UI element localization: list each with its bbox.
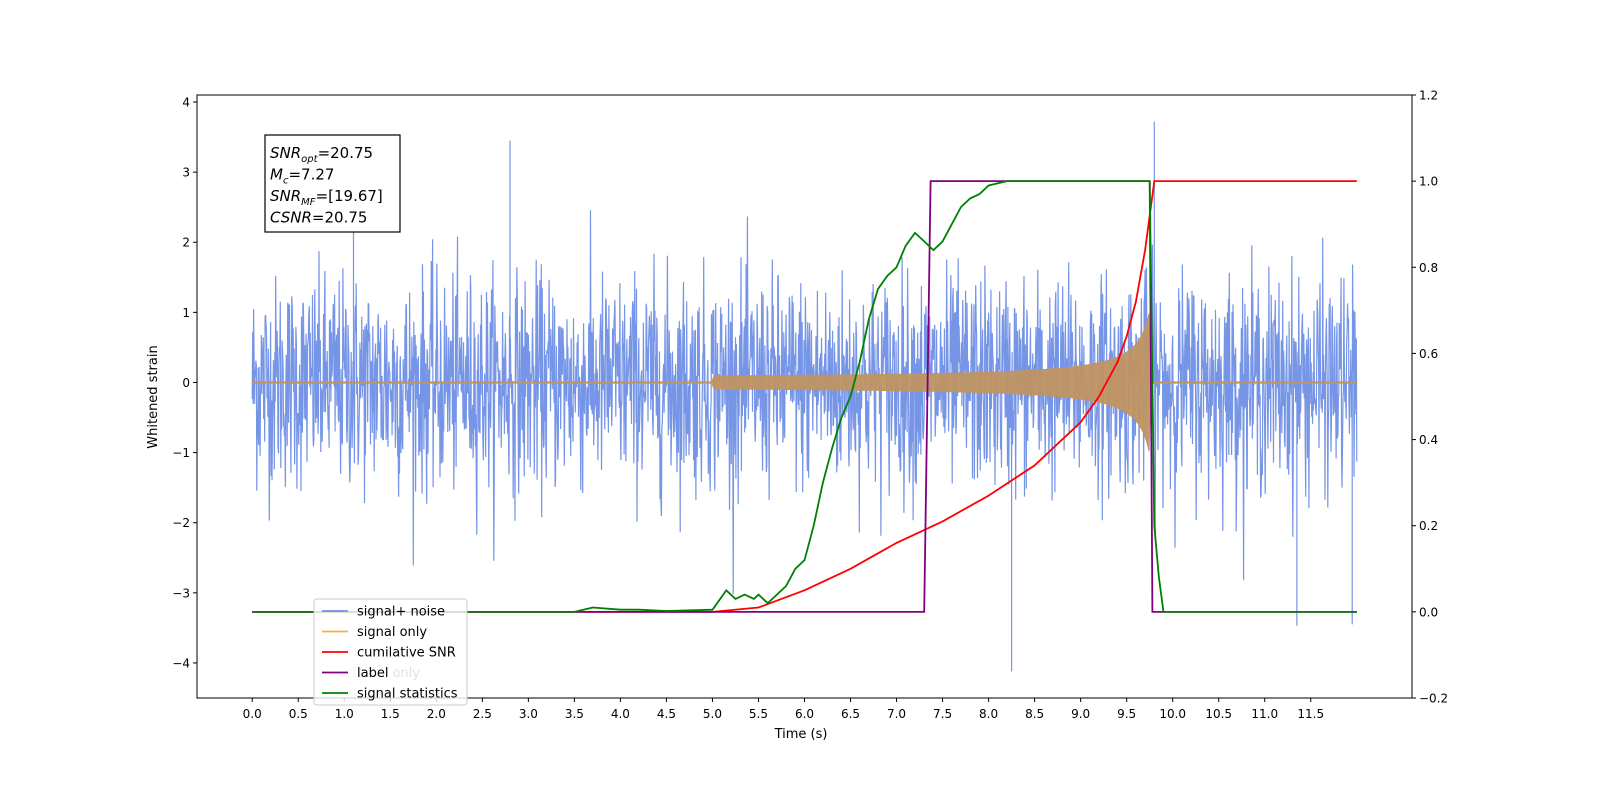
x-tick-label: 11.5 xyxy=(1297,707,1324,721)
x-tick-label: 1.0 xyxy=(335,707,354,721)
y-right-tick-label: 0.8 xyxy=(1419,261,1438,275)
y-right-tick-label: 1.2 xyxy=(1419,89,1438,103)
x-tick-label: 4.0 xyxy=(611,707,630,721)
x-tick-label: 3.5 xyxy=(565,707,584,721)
y-left-tick-label: 4 xyxy=(182,96,190,110)
x-tick-label: 10.5 xyxy=(1205,707,1232,721)
x-tick-label: 4.5 xyxy=(657,707,676,721)
x-tick-label: 3.0 xyxy=(519,707,538,721)
series-signal-only xyxy=(251,313,1358,452)
y-left-tick-label: 0 xyxy=(182,376,190,390)
x-tick-label: 7.0 xyxy=(887,707,906,721)
annotation-line: CSNR=20.75 xyxy=(270,209,367,227)
y-left-tick-label: 3 xyxy=(182,166,190,180)
y-left-tick-label: 1 xyxy=(182,306,190,320)
x-axis-label: Time (s) xyxy=(774,727,828,742)
x-tick-label: 6.0 xyxy=(795,707,814,721)
x-tick-label: 2.5 xyxy=(473,707,492,721)
x-tick-label: 8.5 xyxy=(1025,707,1044,721)
x-tick-label: 0.5 xyxy=(289,707,308,721)
y-left-tick-label: −4 xyxy=(172,656,190,670)
y-right-tick-label: −0.2 xyxy=(1419,692,1448,706)
x-tick-label: 6.5 xyxy=(841,707,860,721)
x-tick-label: 1.5 xyxy=(381,707,400,721)
x-tick-label: 9.5 xyxy=(1117,707,1136,721)
y-left-tick-label: 2 xyxy=(182,236,190,250)
y-right-tick-label: 0.0 xyxy=(1419,605,1438,619)
legend-label: signal only xyxy=(357,625,427,640)
y-left-tick-label: −3 xyxy=(172,586,190,600)
y-right-tick-label: 0.6 xyxy=(1419,347,1438,361)
annotation-frame xyxy=(264,134,401,233)
annotation-line: SNRMF=[19.67] xyxy=(270,187,383,208)
series-signal-noise xyxy=(251,121,1358,672)
x-tick-label: 10.0 xyxy=(1159,707,1186,721)
y-right-tick-label: 0.4 xyxy=(1419,433,1438,447)
x-tick-label: 5.5 xyxy=(749,707,768,721)
y-left-tick-label: −1 xyxy=(172,446,190,460)
annotation-line: SNRopt=20.75 xyxy=(270,144,373,165)
plot-series-layer xyxy=(251,121,1358,672)
x-tick-label: 8.0 xyxy=(979,707,998,721)
y-right-tick-label: 1.0 xyxy=(1419,175,1438,189)
y-right-tick-label: 0.2 xyxy=(1419,519,1438,533)
legend-label: signal statistics xyxy=(357,687,458,702)
x-tick-label: 5.0 xyxy=(703,707,722,721)
x-tick-label: 11.0 xyxy=(1251,707,1278,721)
annotation-line: Mc=7.27 xyxy=(270,166,334,187)
x-tick-label: 7.5 xyxy=(933,707,952,721)
legend-frame xyxy=(313,598,468,706)
y-left-tick-label: −2 xyxy=(172,516,190,530)
x-tick-label: 9.0 xyxy=(1071,707,1090,721)
snr-annotation-box: SNRopt=20.75Mc=7.27SNRMF=[19.67]CSNR=20.… xyxy=(264,134,401,233)
x-tick-label: 2.0 xyxy=(427,707,446,721)
legend-label: signal+ noise xyxy=(357,605,445,620)
tick-layer: 0.0 0.5 1.0 1.5 2.0 2.5 3.0 3.5 4.0 4.5 5.0 5.5 6.0 6… xyxy=(172,89,1448,722)
legend-label: cumilative SNR xyxy=(357,646,456,661)
series-signal-statistics xyxy=(252,180,1357,613)
x-tick-label: 0.0 xyxy=(243,707,262,721)
legend-label: label xyxy=(357,666,388,681)
y-axis-label: Whitened strain xyxy=(146,345,161,448)
series-cumilative-snr xyxy=(252,180,1357,613)
